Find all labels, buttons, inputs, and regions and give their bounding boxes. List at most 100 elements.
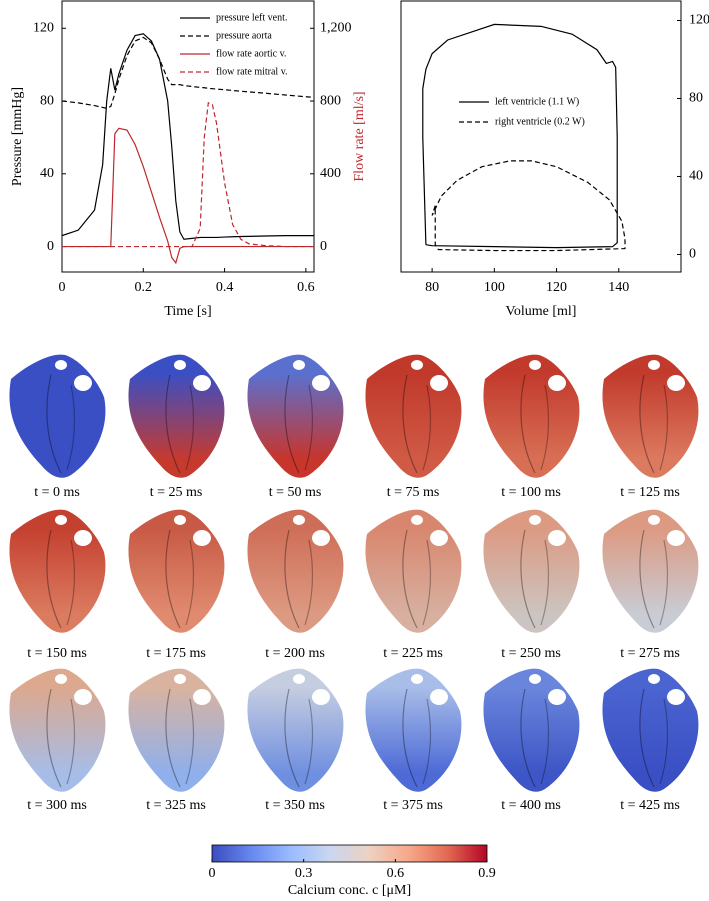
time-label: t = 425 ms <box>620 798 680 813</box>
heart-panel <box>247 354 344 478</box>
time-label: t = 400 ms <box>501 798 561 813</box>
septum-line <box>402 529 418 629</box>
y2-axis-label: Flow rate [ml/s] <box>352 91 367 181</box>
valve-opening <box>411 515 423 525</box>
time-label: t = 50 ms <box>269 485 322 500</box>
valve-opening <box>430 689 448 705</box>
wall-line <box>659 539 669 626</box>
heart-panel <box>128 354 225 478</box>
x-tick-label: 0.2 <box>135 280 153 295</box>
wall-line <box>540 384 550 471</box>
septum-line <box>284 529 300 629</box>
y-tick-label: 0 <box>47 239 54 254</box>
heart-panel <box>128 509 225 633</box>
y2-tick-label: 0 <box>320 239 327 254</box>
legend-label: left ventricle (1.1 W) <box>495 96 579 107</box>
time-label: t = 225 ms <box>383 646 443 661</box>
time-label: t = 250 ms <box>501 646 561 661</box>
x-tick-label: 140 <box>608 280 629 295</box>
x-tick-label: 0 <box>59 280 66 295</box>
time-label: t = 350 ms <box>265 798 325 813</box>
y-tick-label: 80 <box>40 93 54 108</box>
valve-opening <box>193 530 211 546</box>
valve-opening <box>293 360 305 370</box>
septum-line <box>402 688 418 788</box>
heart-shape <box>247 668 344 792</box>
heart-panel <box>602 668 699 792</box>
time-label: t = 0 ms <box>34 485 80 500</box>
wall-line <box>66 384 76 471</box>
x-axis-label: Volume [ml] <box>506 304 577 319</box>
series-line <box>62 101 314 248</box>
valve-opening <box>667 689 685 705</box>
wall-line <box>185 539 195 626</box>
x-tick-label: 80 <box>425 280 439 295</box>
plot-frame <box>400 0 682 273</box>
heart-shape <box>9 354 106 478</box>
valve-opening <box>667 530 685 546</box>
heart-shape <box>365 509 462 633</box>
septum-line <box>165 374 181 474</box>
wall-line <box>540 698 550 785</box>
valve-opening <box>648 360 660 370</box>
time-label: t = 100 ms <box>501 485 561 500</box>
time-label: t = 275 ms <box>620 646 680 661</box>
septum-line <box>639 529 655 629</box>
valve-opening <box>411 674 423 684</box>
valve-opening <box>312 689 330 705</box>
colorbar <box>211 844 488 863</box>
valve-opening <box>548 689 566 705</box>
colorbar-tick-label: 0.6 <box>387 866 405 881</box>
wall-line <box>185 698 195 785</box>
valve-opening <box>74 689 92 705</box>
wall-line <box>422 384 432 471</box>
septum-line <box>165 529 181 629</box>
series-line <box>62 127 314 265</box>
time-label: t = 25 ms <box>150 485 203 500</box>
valve-opening <box>430 375 448 391</box>
valve-opening <box>648 515 660 525</box>
heart-panel <box>247 668 344 792</box>
series-line <box>422 23 618 249</box>
x-axis-label: Time [s] <box>164 304 211 319</box>
heart-shape <box>365 668 462 792</box>
y-tick-label: 40 <box>689 169 703 184</box>
wall-line <box>304 698 314 785</box>
y-axis-label: Pressure [mmHg] <box>10 87 25 186</box>
heart-shape <box>365 354 462 478</box>
septum-line <box>46 529 62 629</box>
septum-line <box>639 374 655 474</box>
y2-tick-label: 800 <box>320 93 341 108</box>
wall-line <box>185 384 195 471</box>
heart-shape <box>9 509 106 633</box>
heart-shape <box>128 354 225 478</box>
heart-shape <box>483 668 580 792</box>
valve-opening <box>648 674 660 684</box>
valve-opening <box>293 674 305 684</box>
septum-line <box>520 688 536 788</box>
valve-opening <box>411 360 423 370</box>
valve-opening <box>174 674 186 684</box>
heart-shape <box>9 668 106 792</box>
heart-shape <box>128 668 225 792</box>
time-label: t = 150 ms <box>27 646 87 661</box>
heart-panel <box>365 354 462 478</box>
colorbar-tick-label: 0 <box>209 866 216 881</box>
wall-line <box>659 384 669 471</box>
heart-panel <box>9 668 106 792</box>
valve-opening <box>293 515 305 525</box>
time-label: t = 175 ms <box>146 646 206 661</box>
y-tick-label: 0 <box>689 247 696 262</box>
heart-shape <box>602 354 699 478</box>
heart-shape <box>128 509 225 633</box>
heart-panel <box>365 509 462 633</box>
valve-opening <box>74 375 92 391</box>
valve-opening <box>174 360 186 370</box>
valve-opening <box>193 375 211 391</box>
septum-line <box>46 374 62 474</box>
series-line <box>431 160 626 252</box>
valve-opening <box>312 530 330 546</box>
series-line <box>61 33 314 240</box>
time-label: t = 325 ms <box>146 798 206 813</box>
heart-panel <box>483 668 580 792</box>
